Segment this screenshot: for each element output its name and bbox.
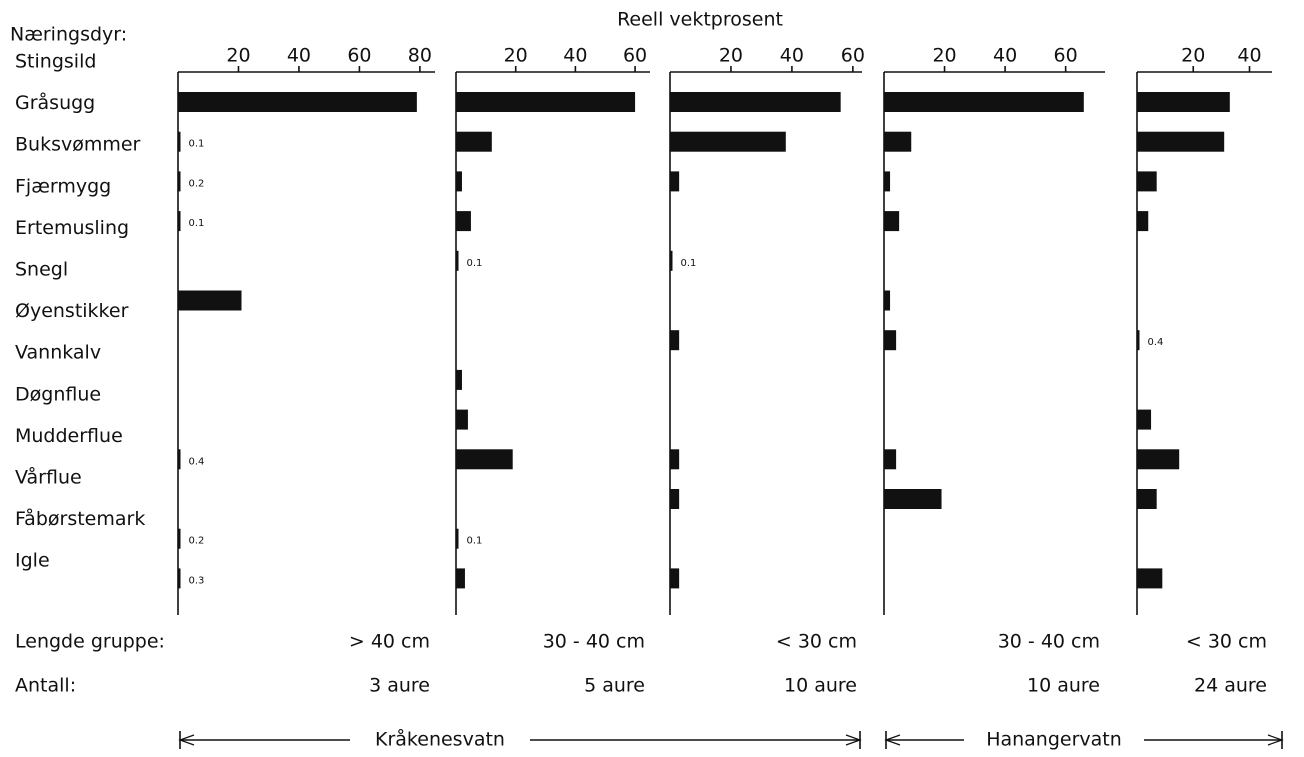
count-label: 5 aure (584, 675, 645, 697)
x-tick-label: 60 (623, 45, 647, 67)
bar (670, 92, 841, 112)
x-tick-label: 60 (347, 45, 371, 67)
bar (670, 330, 679, 350)
category-label: Mudderflue (15, 425, 123, 447)
value-label: 0.4 (1148, 337, 1164, 348)
count-label: 24 aure (1194, 675, 1267, 697)
bar (884, 132, 911, 152)
bar (178, 449, 181, 469)
category-label: Vannkalv (15, 342, 101, 364)
bar (884, 211, 899, 231)
count-label: 3 aure (369, 675, 430, 697)
value-label: 0.1 (467, 258, 483, 269)
bar (456, 449, 513, 469)
count-label: 10 aure (1027, 675, 1100, 697)
category-label: Stingsild (15, 51, 96, 73)
row-label: Lengde gruppe: (15, 631, 165, 653)
bar (1137, 449, 1179, 469)
bar (456, 92, 635, 112)
bar (884, 291, 890, 311)
bar (670, 171, 679, 191)
bar (178, 568, 181, 588)
category-label: Fåbørstemark (15, 507, 145, 530)
category-label: Ertemusling (15, 217, 129, 239)
value-label: 0.1 (681, 258, 697, 269)
value-label: 0.1 (189, 139, 205, 150)
bar (456, 132, 492, 152)
x-tick-label: 20 (226, 45, 250, 67)
x-tick-label: 20 (932, 45, 956, 67)
value-label: 0.1 (467, 536, 483, 547)
length-group: 30 - 40 cm (998, 631, 1100, 653)
category-label: Buksvømmer (15, 134, 141, 156)
value-label: 0.1 (189, 218, 205, 229)
category-label: Døgnflue (15, 383, 101, 405)
bar (456, 529, 459, 549)
length-group: 30 - 40 cm (543, 631, 645, 653)
x-tick-label: 40 (563, 45, 587, 67)
bar (1137, 171, 1157, 191)
category-label: Fjærmygg (15, 175, 111, 197)
bar (178, 291, 241, 311)
x-tick-label: 20 (719, 45, 743, 67)
lake-name: Hanangervatn (986, 729, 1122, 751)
bar (178, 529, 181, 549)
category-label: Snegl (15, 259, 68, 281)
category-label: Øyenstikker (15, 300, 129, 322)
bar (1137, 410, 1151, 430)
bar (456, 211, 471, 231)
count-label: 10 aure (784, 675, 857, 697)
bar (884, 92, 1084, 112)
bar (670, 132, 786, 152)
bar (670, 568, 679, 588)
bar (670, 251, 673, 271)
bar (1137, 211, 1148, 231)
bar (456, 410, 468, 430)
bar (178, 92, 417, 112)
x-tick-label: 80 (408, 45, 432, 67)
length-group: > 40 cm (349, 631, 430, 653)
x-tick-label: 20 (504, 45, 528, 67)
bar (178, 171, 181, 191)
bar (456, 370, 462, 390)
bar (178, 132, 181, 152)
x-tick-label: 40 (993, 45, 1017, 67)
bar (670, 449, 679, 469)
bar (1137, 568, 1162, 588)
row-label: Antall: (15, 675, 76, 697)
bar (456, 171, 462, 191)
bar (1137, 132, 1224, 152)
bar (670, 489, 679, 509)
bar (178, 211, 181, 231)
category-axis-title: Næringsdyr: (10, 24, 127, 46)
page: Næringsdyr: Reell vektprosent Lengde gru… (0, 0, 1304, 757)
bar (884, 330, 896, 350)
x-tick-label: 40 (780, 45, 804, 67)
value-label: 0.3 (189, 575, 205, 586)
x-tick-label: 40 (1237, 45, 1261, 67)
x-tick-label: 20 (1181, 45, 1205, 67)
x-tick-label: 60 (841, 45, 865, 67)
bar (456, 251, 459, 271)
bar (884, 171, 890, 191)
bar (456, 568, 465, 588)
x-tick-label: 60 (1054, 45, 1078, 67)
x-tick-label: 40 (287, 45, 311, 67)
chart: Næringsdyr: Reell vektprosent Lengde gru… (0, 0, 1304, 757)
bar (1137, 489, 1157, 509)
value-label: 0.2 (189, 536, 205, 547)
category-label: Gråsugg (15, 91, 95, 114)
value-label: 0.2 (189, 178, 205, 189)
chart-title: Reell vektprosent (617, 9, 783, 31)
value-label: 0.4 (189, 456, 205, 467)
length-group: < 30 cm (776, 631, 857, 653)
bar (884, 489, 942, 509)
category-label: Igle (15, 550, 50, 572)
bar (1137, 330, 1140, 350)
bar (1137, 92, 1230, 112)
bar (884, 449, 896, 469)
length-group: < 30 cm (1186, 631, 1267, 653)
lake-name: Kråkenesvatn (375, 728, 505, 751)
category-label: Vårflue (15, 466, 82, 489)
